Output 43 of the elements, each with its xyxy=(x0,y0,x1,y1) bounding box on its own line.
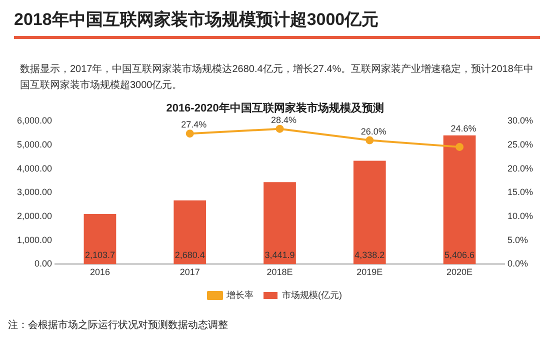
chart-title: 2016-2020年中国互联网家装市场规模及预测 xyxy=(166,102,384,115)
legend-label: 增长率 xyxy=(226,290,254,300)
y2-tick-label: 25.0% xyxy=(507,140,534,150)
point xyxy=(186,130,194,138)
y-tick-label: 6,000.00 xyxy=(16,116,52,126)
y2-tick-label: 10.0% xyxy=(507,211,534,222)
bar xyxy=(443,135,476,264)
x-tick-label: 2017 xyxy=(180,267,200,278)
y-tick-label: 5,000.00 xyxy=(16,140,52,150)
point xyxy=(276,124,284,133)
data-label: 5,406.6 xyxy=(444,250,475,260)
legend-label: 市场规模(亿元) xyxy=(282,290,342,300)
point xyxy=(366,136,374,144)
data-label: 3,441.9 xyxy=(264,250,295,260)
x-tick-label: 2019E xyxy=(356,267,383,278)
bar xyxy=(174,200,206,264)
data-label: 2,103.7 xyxy=(84,250,115,260)
data-label: 2,680.4 xyxy=(174,250,205,260)
y-tick-label: 2,000.00 xyxy=(16,211,52,222)
data-label: 28.4% xyxy=(270,114,297,125)
x-tick-label: 2016 xyxy=(90,267,110,278)
y2-tick-label: 15.0% xyxy=(507,187,534,198)
y-tick-label: 0.00 xyxy=(34,258,52,269)
bar xyxy=(264,182,296,264)
data-label: 24.6% xyxy=(450,123,476,134)
text: 注：会根据市场之际运行状况对预测数据动态调整 xyxy=(8,318,228,332)
bar xyxy=(84,214,116,264)
y2-tick-label: 30.0% xyxy=(507,116,534,126)
y2-tick-label: 5.0% xyxy=(507,234,528,245)
data-label: 26.0% xyxy=(360,126,386,136)
chart-subtitle: 2018年中国互联网家装市场规模预计超3000亿元 xyxy=(14,6,540,39)
data-label: 27.4% xyxy=(181,120,207,130)
point xyxy=(456,142,464,151)
y-tick-label: 1,000.00 xyxy=(16,234,52,245)
data-label: 4,338.2 xyxy=(354,250,385,260)
y2-tick-label: 20.0% xyxy=(507,163,534,174)
y-tick-label: 4,000.00 xyxy=(16,163,52,174)
y2-tick-label: 0.0% xyxy=(507,258,528,269)
text: 数据显示，2017年，中国互联网家装市场规模达2680.4亿元，增长27.4%。互联网家装产业增速稳定，预计2018年中国互联网家装市场规模超3000亿元。 xyxy=(20,62,534,93)
x-tick-label: 2020E xyxy=(446,267,473,278)
bar xyxy=(353,160,386,264)
y-tick-label: 3,000.00 xyxy=(16,187,52,198)
x-tick-label: 2018E xyxy=(266,267,293,278)
